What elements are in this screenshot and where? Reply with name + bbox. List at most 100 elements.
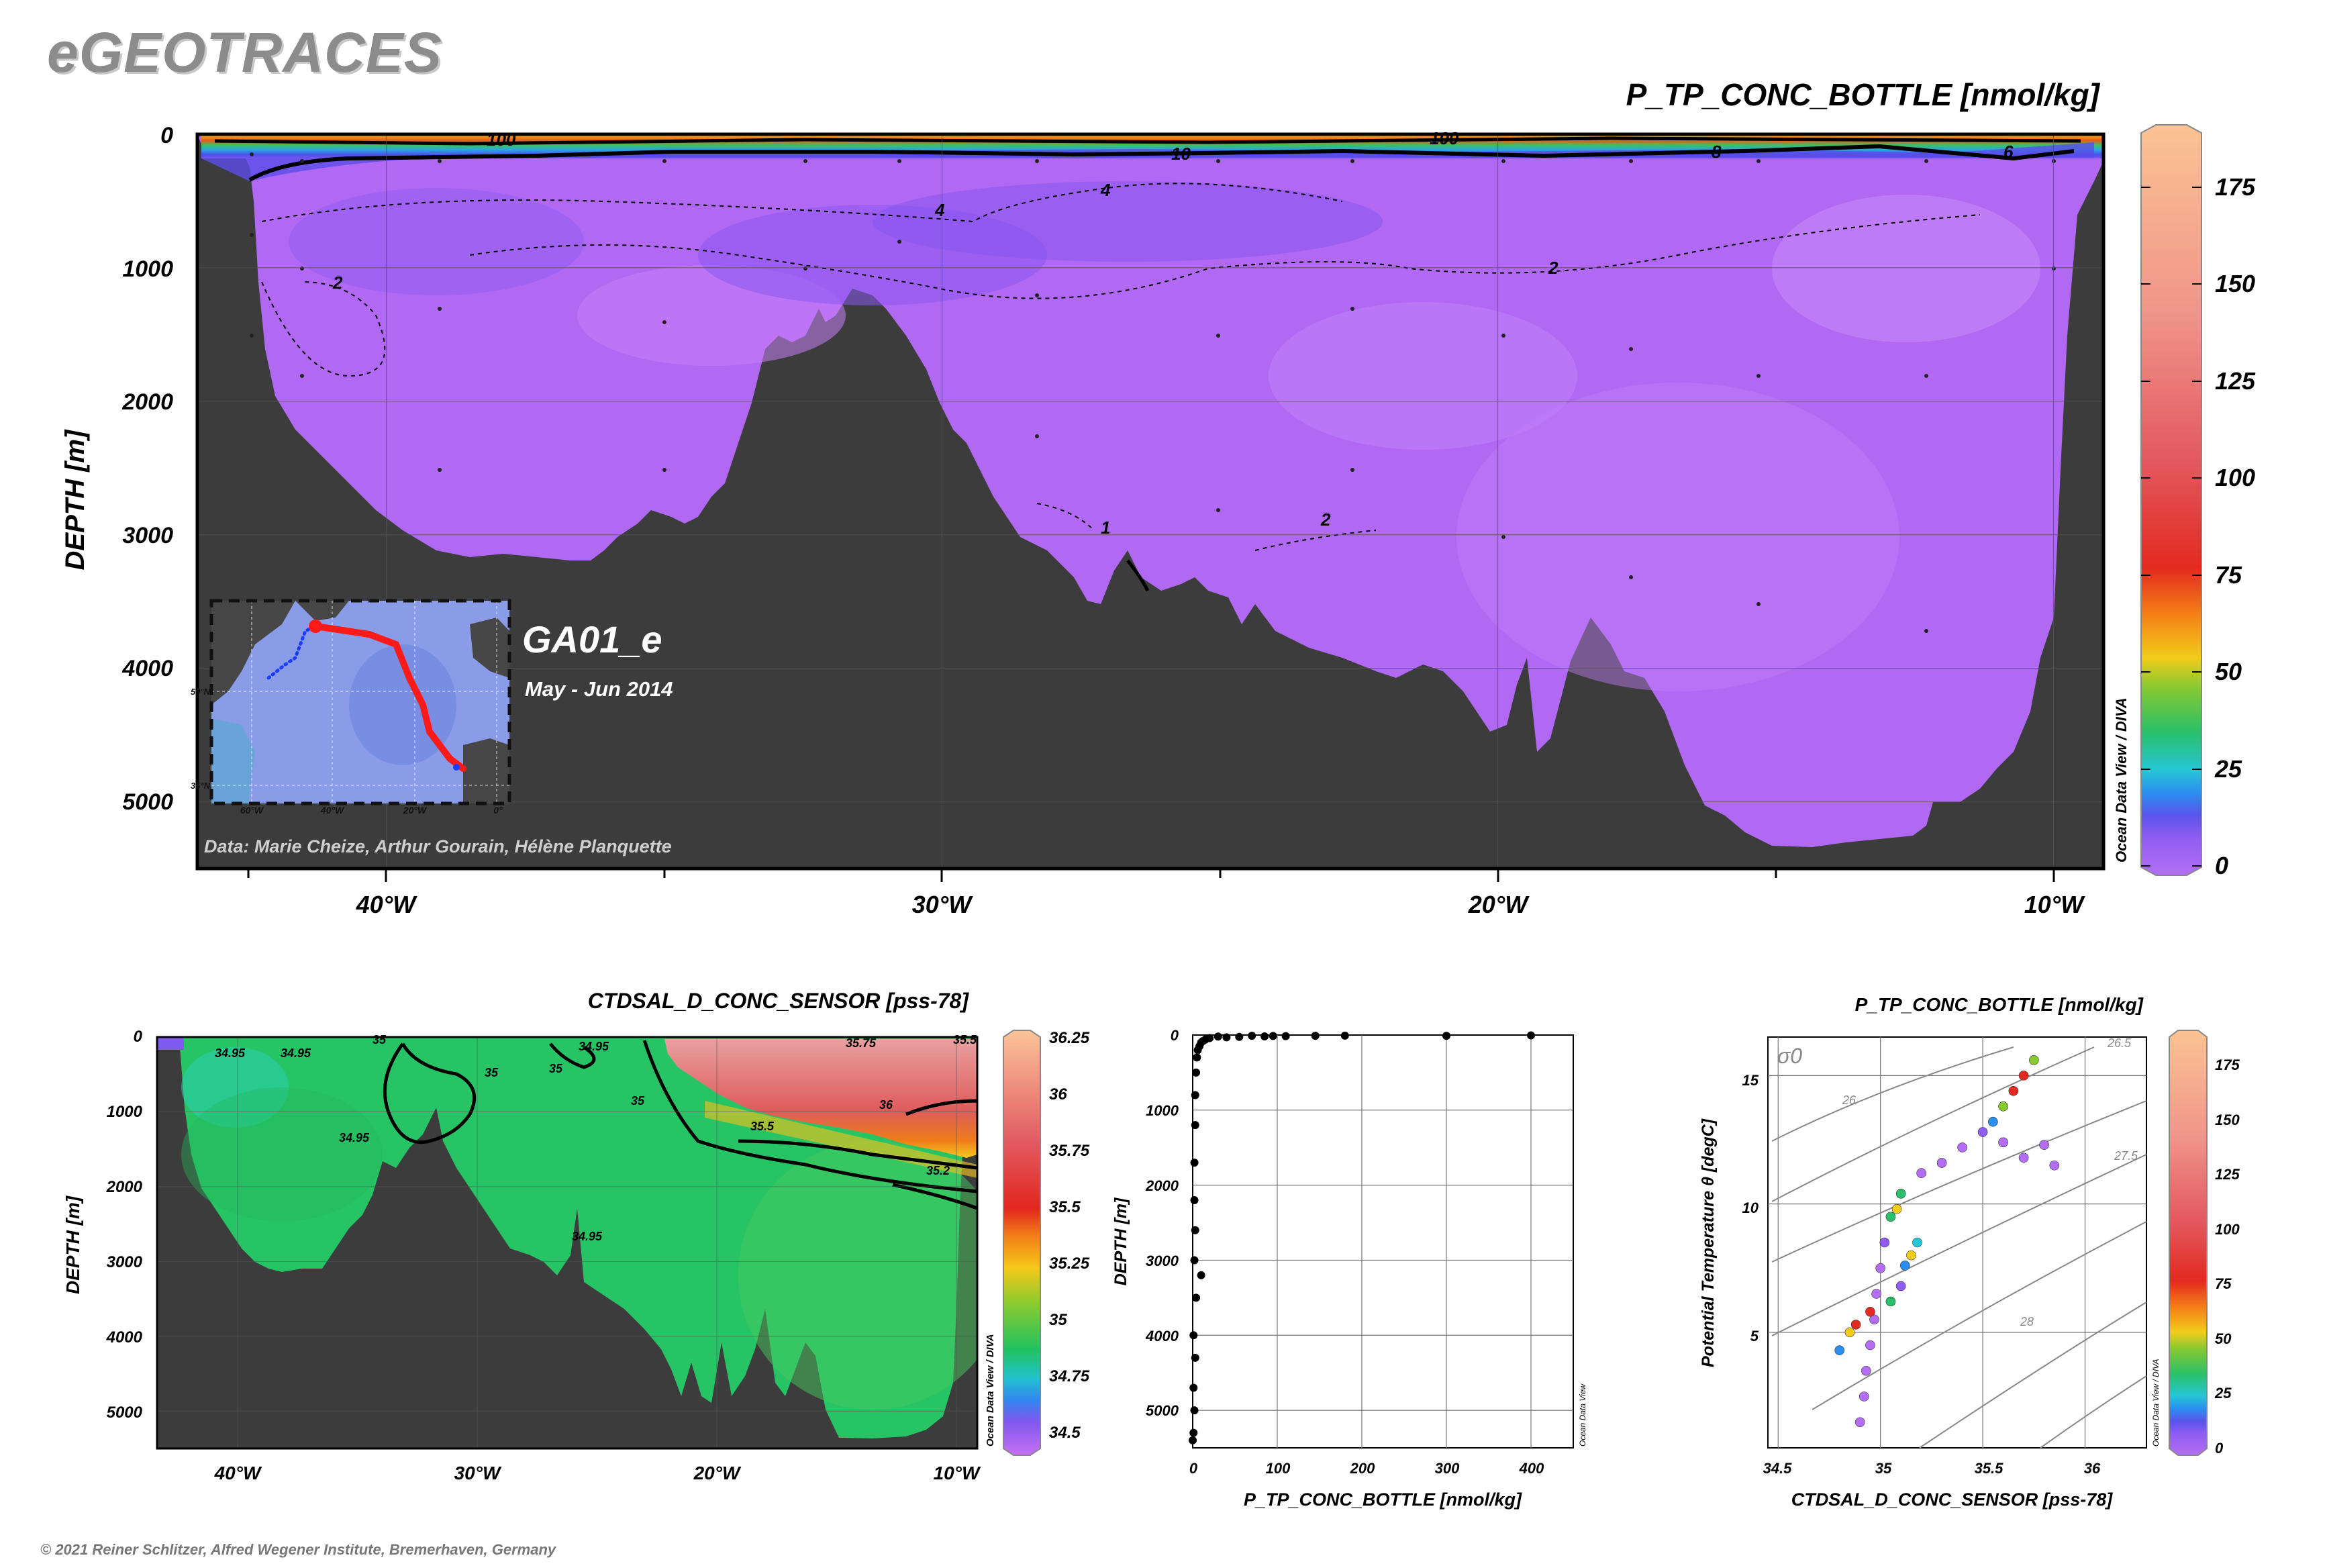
ts-isopycnal-labels: 26 26.5 27.5 28 [1842, 1036, 2138, 1328]
inset-map: 60°W 40°W 20°W 0° 50°N 35°N [191, 599, 511, 816]
contour-2-deep [1036, 503, 1377, 551]
ts-point [1916, 1168, 1926, 1179]
main-field-light-patch [1772, 195, 2040, 342]
profile-x-axis-title: P_TP_CONC_BOTTLE [nmol/kg] [1244, 1489, 1522, 1510]
y-tick-label: 4000 [1145, 1328, 1179, 1344]
sample-dot [1629, 347, 1633, 351]
sample-dot [250, 233, 254, 237]
profile-point [1214, 1032, 1222, 1041]
salinity-fresh-surface [157, 1038, 184, 1050]
isopycnal-label: 28 [2020, 1315, 2034, 1328]
profile-point [1189, 1428, 1198, 1437]
ts-point [2029, 1055, 2039, 1065]
ts-point [1906, 1250, 1916, 1261]
colorbar-label: 75 [2215, 1275, 2232, 1292]
profile-point [1192, 1068, 1201, 1077]
colorbar-label: 75 [2215, 561, 2242, 589]
contour-label: 2 [332, 273, 343, 293]
sample-dot [250, 152, 254, 156]
sample-dot [662, 468, 666, 472]
profile-point [1248, 1032, 1256, 1040]
sample-dot [1629, 159, 1633, 163]
profile-point [1190, 1406, 1199, 1415]
contour-2 [261, 214, 1981, 377]
inset-land-greenland [295, 601, 349, 621]
ts-point [1869, 1314, 1879, 1325]
colorbar-label: 125 [2215, 1166, 2240, 1183]
isopycnal-line [1812, 1221, 2147, 1410]
salinity-patch [181, 1087, 383, 1222]
salinity-y-ticks: 0 1000 2000 3000 4000 5000 [106, 1028, 143, 1422]
copyright-footer: © 2021 Reiner Schlitzer, Alfred Wegener … [40, 1541, 556, 1558]
profile-point [1190, 1159, 1199, 1167]
ts-point [1850, 1320, 1861, 1330]
profile-point [1281, 1032, 1290, 1040]
cruise-dates: May - Jun 2014 [525, 677, 673, 701]
egeotraces-logo: eGEOTRACES [47, 21, 442, 84]
sample-dot [1756, 159, 1761, 163]
sample-dot [1756, 374, 1761, 378]
ts-point [1895, 1281, 1906, 1291]
contour-label: 6 [2003, 142, 2014, 162]
colorbar-label: 175 [2215, 1057, 2240, 1073]
ts-frame [1767, 1036, 2147, 1449]
y-tick-label: 3000 [1146, 1253, 1179, 1269]
sigma0-label: σ0 [1777, 1044, 1802, 1068]
colorbar-label: 100 [2215, 1221, 2240, 1238]
sample-dot [1501, 159, 1505, 163]
main-y-axis-title: DEPTH [m] [60, 429, 90, 571]
contour-label: 4 [1100, 180, 1111, 200]
sample-dot [1216, 334, 1220, 338]
colorbar-label: 25 [2214, 755, 2242, 783]
isopycnal-line [2040, 1375, 2147, 1449]
ts-point [1899, 1261, 1910, 1271]
main-colorbar-ticks [2141, 187, 2201, 867]
inset-x-tick: 20°W [403, 805, 428, 816]
ts-isopycnals [1771, 1046, 2147, 1449]
ts-colorbar [2169, 1030, 2208, 1456]
profile-point [1189, 1436, 1197, 1444]
profile-point [1189, 1383, 1198, 1392]
ts-point [1998, 1137, 2008, 1148]
contour-label: 35 [485, 1066, 499, 1079]
salinity-warm-water [664, 1039, 977, 1158]
salinity-title: CTDSAL_D_CONC_SENSOR [pss-78] [588, 989, 970, 1013]
isopycnal-label: 26 [1842, 1093, 1856, 1107]
x-tick-label: 10°W [934, 1463, 981, 1483]
sample-dot [250, 334, 254, 338]
sample-dot [1924, 629, 1928, 633]
colorbar-label: 175 [2215, 173, 2256, 201]
sample-dot [1216, 508, 1220, 512]
colorbar-label: 100 [2215, 464, 2255, 491]
y-tick-label: 2000 [121, 389, 173, 415]
profile-point [1222, 1033, 1231, 1042]
inset-land-europe [470, 618, 509, 678]
y-tick-label: 0 [1171, 1027, 1179, 1044]
main-plot-frame [195, 132, 2106, 871]
inset-track-end [453, 764, 460, 771]
profile-point [1190, 1196, 1199, 1204]
sample-dot [803, 159, 807, 163]
y-tick-label: 1000 [107, 1103, 143, 1121]
isopycnal-line [1771, 1154, 2147, 1336]
main-section-plot: P_TP_CONC_BOTTLE [nmol/kg] [60, 77, 2256, 918]
sample-dot [1756, 602, 1761, 606]
x-tick-label: 34.5 [1763, 1460, 1793, 1477]
isopycnal-line [1771, 1100, 2147, 1263]
contour-label: 35 [631, 1094, 645, 1108]
profile-point [1189, 1331, 1198, 1340]
profile-y-ticks: 0 1000 2000 3000 4000 5000 [1145, 1027, 1179, 1419]
main-field-light-patch [1456, 383, 1899, 691]
colorbar-label: 150 [2215, 270, 2255, 297]
profile-point [1269, 1032, 1277, 1040]
ts-x-ticks: 34.5 35 35.5 36 [1763, 1460, 2101, 1477]
salinity-frame [156, 1036, 979, 1450]
profile-point [1340, 1031, 1349, 1040]
ts-point [1957, 1142, 1967, 1153]
odv-credit-profile: Ocean Data View [1578, 1383, 1587, 1447]
colorbar-label: 36.25 [1049, 1029, 1090, 1047]
sample-dot [300, 266, 304, 271]
sample-dot [803, 266, 807, 271]
sample-dot [1350, 307, 1354, 311]
profile-points [1189, 1031, 1535, 1444]
